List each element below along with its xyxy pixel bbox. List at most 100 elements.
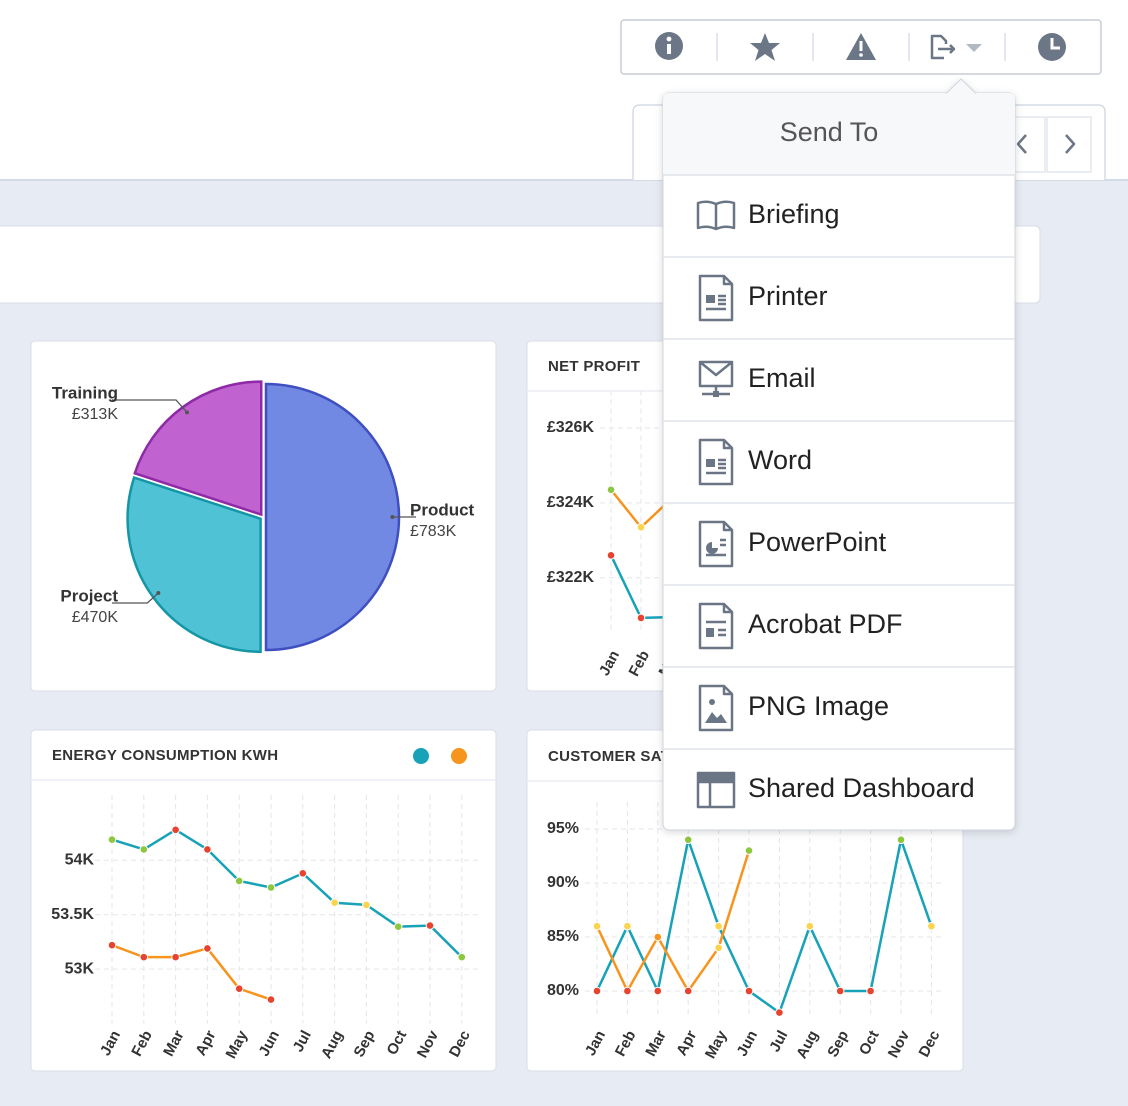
toolbar bbox=[620, 19, 1102, 75]
data-point bbox=[592, 986, 602, 996]
data-point bbox=[623, 921, 632, 931]
data-point bbox=[744, 846, 754, 855]
icon-part bbox=[706, 538, 726, 557]
menu-item[interactable]: Acrobat PDF bbox=[663, 584, 1015, 650]
data-point bbox=[234, 876, 244, 886]
menu-item-label: Email bbox=[748, 363, 816, 393]
icon-part bbox=[706, 628, 714, 637]
legend-marker[interactable] bbox=[451, 748, 467, 764]
chart-title: ENERGY CONSUMPTION KWH bbox=[52, 747, 278, 764]
data-point bbox=[362, 900, 371, 910]
menu-icon bbox=[698, 360, 734, 397]
data-point bbox=[714, 921, 723, 931]
data-point bbox=[623, 986, 632, 996]
data-point bbox=[457, 952, 467, 962]
y-tick-label: £322K bbox=[547, 569, 595, 586]
menu-item-label: Printer bbox=[748, 281, 828, 311]
favorite-button[interactable] bbox=[750, 33, 780, 61]
menu-item-label: Acrobat PDF bbox=[748, 609, 903, 639]
menu-item[interactable]: Word bbox=[663, 420, 1015, 486]
data-point bbox=[203, 845, 212, 854]
info-button[interactable] bbox=[655, 32, 683, 60]
icon-part bbox=[705, 712, 727, 723]
menu-item[interactable]: Printer bbox=[663, 256, 1015, 322]
data-point bbox=[744, 986, 754, 996]
export-button[interactable] bbox=[930, 34, 982, 60]
card bbox=[30, 729, 497, 1072]
icon-part bbox=[698, 360, 734, 396]
alert-button[interactable] bbox=[846, 33, 876, 60]
menu-icon bbox=[698, 274, 734, 322]
export-arrow bbox=[938, 44, 956, 54]
icon-part bbox=[698, 520, 734, 568]
icon-part bbox=[698, 274, 734, 322]
menu-icon bbox=[696, 771, 736, 809]
y-tick-label: 80% bbox=[547, 982, 579, 999]
icon-part bbox=[713, 391, 719, 397]
icon-part bbox=[698, 602, 734, 650]
data-point bbox=[636, 522, 646, 532]
chart-title: CUSTOMER SAT bbox=[548, 748, 670, 765]
warning-dot bbox=[859, 53, 863, 57]
pie-slice bbox=[133, 380, 263, 517]
chart-title: NET PROFIT bbox=[548, 358, 640, 375]
menu-item[interactable]: PNG Image bbox=[663, 666, 1015, 732]
data-point bbox=[866, 986, 875, 996]
icon-part bbox=[698, 438, 734, 486]
series-line bbox=[111, 828, 463, 959]
data-point bbox=[775, 1008, 784, 1017]
star-icon bbox=[750, 33, 780, 61]
chevron-left bbox=[1016, 134, 1027, 154]
y-tick-label: 53.5K bbox=[51, 906, 94, 923]
chevron-right bbox=[1065, 134, 1076, 154]
legend-marker[interactable] bbox=[413, 748, 429, 764]
y-tick-label: £324K bbox=[547, 494, 595, 511]
leader-dot bbox=[156, 590, 161, 595]
y-tick-label: 95% bbox=[547, 820, 579, 837]
series-line bbox=[595, 850, 751, 993]
data-point bbox=[927, 921, 936, 931]
pie-value-label: £783K bbox=[410, 523, 457, 540]
menu-icon bbox=[698, 438, 734, 486]
data-point bbox=[107, 940, 117, 950]
data-point bbox=[234, 984, 244, 993]
y-tick-label: £326K bbox=[547, 419, 595, 436]
icon-part bbox=[706, 542, 718, 554]
export-icon bbox=[930, 34, 948, 60]
data-point bbox=[683, 835, 693, 845]
menu-item-label: Shared Dashboard bbox=[748, 773, 975, 803]
menu-item[interactable]: Shared Dashboard bbox=[663, 748, 1015, 809]
data-point bbox=[330, 898, 339, 908]
menu-item[interactable]: Briefing bbox=[663, 174, 1015, 231]
next-button[interactable] bbox=[1046, 116, 1092, 173]
menu-item[interactable]: Email bbox=[663, 338, 1015, 397]
icon-part bbox=[706, 620, 726, 637]
leader-line bbox=[112, 399, 188, 413]
data-point bbox=[393, 922, 403, 931]
data-point bbox=[683, 986, 693, 996]
warning-stem bbox=[859, 41, 863, 51]
data-point bbox=[653, 986, 663, 996]
data-point bbox=[139, 952, 149, 962]
caret bbox=[966, 44, 982, 52]
data-point bbox=[606, 551, 616, 560]
menu-item[interactable]: PowerPoint bbox=[663, 502, 1015, 568]
data-point bbox=[171, 952, 180, 962]
data-point bbox=[203, 944, 212, 953]
series-line bbox=[111, 943, 272, 1001]
data-point bbox=[653, 932, 663, 942]
pie-value-label: £313K bbox=[72, 406, 119, 423]
pie-slice bbox=[126, 475, 262, 654]
data-point bbox=[714, 943, 723, 953]
y-tick-label: 54K bbox=[65, 852, 95, 869]
menu-item-label: Briefing bbox=[748, 199, 840, 229]
pie-label: Training bbox=[52, 383, 118, 402]
menu-item-label: PNG Image bbox=[748, 691, 889, 721]
history-button[interactable] bbox=[1038, 33, 1066, 61]
menu-icon bbox=[698, 684, 734, 732]
icon-part bbox=[706, 458, 726, 475]
menu-item-label: Word bbox=[748, 445, 812, 475]
data-point bbox=[805, 921, 815, 931]
data-point bbox=[835, 986, 845, 996]
